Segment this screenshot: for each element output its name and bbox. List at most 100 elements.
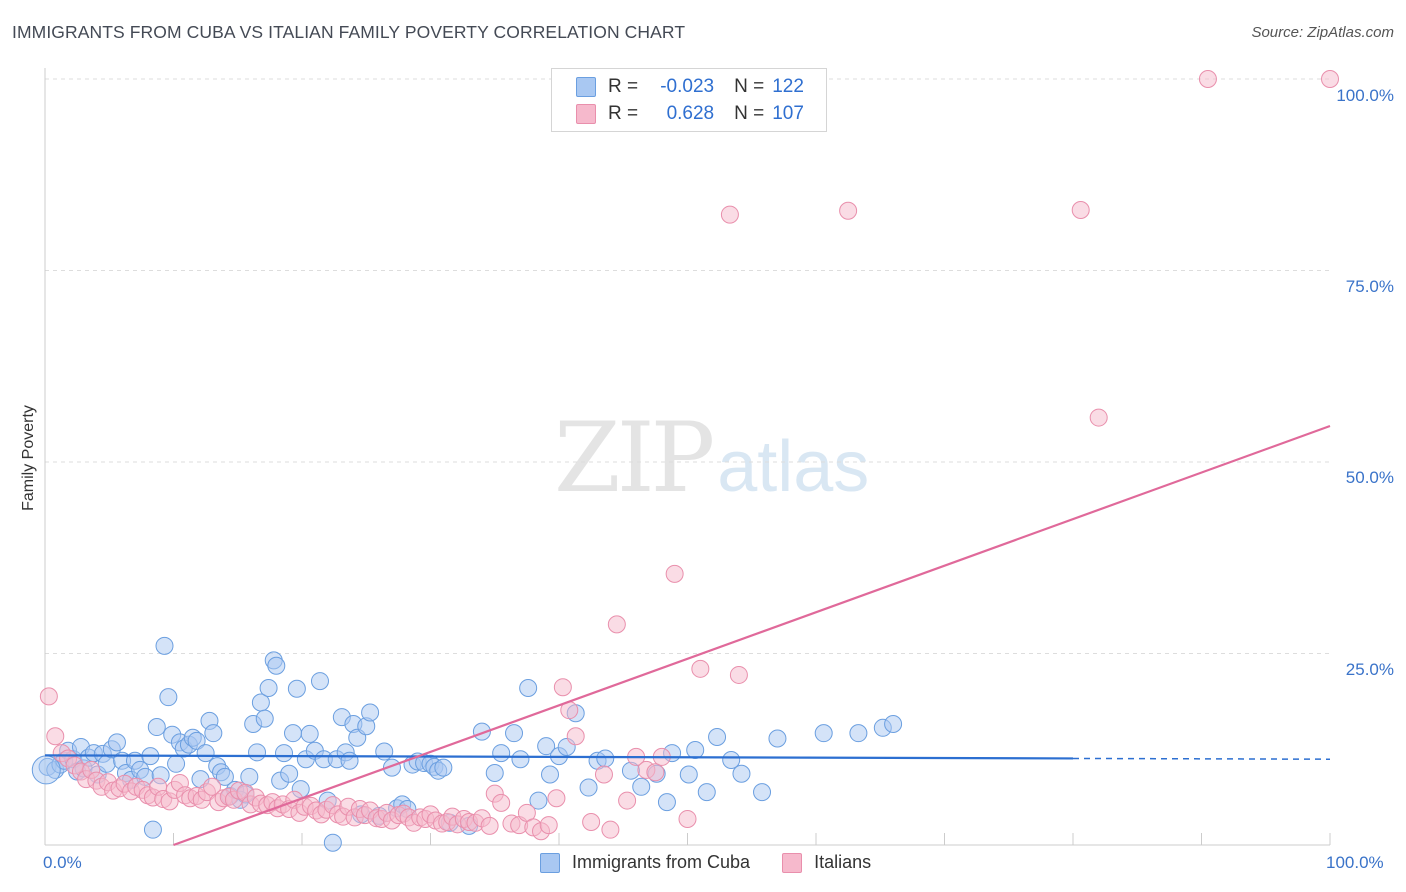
cuba-point [196,744,215,763]
legend-swatch-italians [782,852,803,873]
legend-r-value-italians: 0.628 [666,103,715,124]
cuba-point [529,791,548,810]
trend-line-cuba-extension [1072,757,1331,760]
y-tick-label-50: 50.0% [1345,468,1394,487]
italians-point [665,564,684,583]
cuba-point [485,763,504,782]
gridlines [45,78,1330,654]
watermark: ZIPatlas [554,402,869,514]
legend-item-italians: Italians [782,852,871,873]
y-tick-label-25: 25.0% [1345,660,1394,679]
italians-point [203,777,222,796]
cuba-point [579,778,598,797]
cuba-point [505,724,524,743]
legend-swatch-cuba [576,77,596,97]
cuba-point [814,724,833,743]
legend-n-value-cuba: 122 [772,76,804,97]
series-legend: Immigrants from Cuba Italians [540,852,903,873]
cuba-point [323,833,342,852]
italians-point [1089,408,1108,427]
cuba-point [248,743,267,762]
italians-point [1071,200,1090,219]
legend-n-value-italians: 107 [772,103,804,124]
cuba-point [255,709,274,728]
cuba-point [434,758,453,777]
cuba-point [31,755,61,785]
cuba-point [340,751,359,770]
italians-point [539,816,558,835]
legend-r-value-cuba: -0.023 [660,76,715,97]
cuba-point [215,767,234,786]
cuba-point [259,678,278,697]
cuba-point [167,754,186,773]
italians-point [678,809,697,828]
italians-point [566,727,585,746]
cuba-point [541,765,560,784]
cuba-point [537,737,556,756]
cuba-point [697,783,716,802]
cuba-point [159,688,178,707]
watermark-zip: ZIP [554,402,715,514]
cuba-point [632,777,651,796]
watermark-atlas: atlas [717,427,870,507]
italians-point [618,791,637,810]
cuba-point [657,793,676,812]
chart-title: IMMIGRANTS FROM CUBA VS ITALIAN FAMILY P… [12,22,686,42]
legend-label-cuba: Immigrants from Cuba [572,852,751,872]
cuba-point [300,724,319,743]
trend-lines [44,424,1331,847]
x-tick-label-100: 100.0% [1326,853,1384,872]
italians-point [1198,70,1217,88]
italians-point [839,201,858,220]
italians-point [46,727,65,746]
italians-point [601,820,620,839]
cuba-point [492,744,511,763]
cuba-point [884,714,903,733]
cuba-point [155,636,174,655]
trend-line-italians [173,424,1331,847]
cuba-point [753,783,772,802]
italians-point [39,687,58,706]
cuba-point [143,820,162,839]
italians-point [553,678,572,697]
cuba-point [310,672,329,691]
legend-r-label: R = [608,76,639,97]
italians-point [607,615,626,634]
cuba-point [107,733,126,752]
legend-n-label: N = [734,76,765,97]
italians-point [492,793,511,812]
correlation-legend: R = -0.023 N = 122 R = 0.628 N = 107 [551,68,827,132]
cuba-point [679,765,698,784]
cuba-point [287,679,306,698]
cuba-point [511,750,530,769]
legend-label-italians: Italians [814,852,872,872]
legend-swatch-italians [576,104,596,124]
y-tick-label-75: 75.0% [1345,277,1394,296]
italians-point [720,205,739,224]
cuba-point [284,724,303,743]
cuba-point [519,678,538,697]
italians-point [646,763,665,782]
cuba-point [686,741,705,760]
cuba-point [204,724,223,743]
legend-item-cuba: Immigrants from Cuba [540,852,750,873]
legend-r-label: R = [608,103,639,124]
trend-line-cuba [44,754,1074,760]
italians-point [691,659,710,678]
cuba-point [280,764,299,783]
legend-swatch-cuba [540,852,560,873]
series-italians-points [39,70,1339,841]
cuba-point [849,724,868,743]
cuba-point [722,750,741,769]
cuba-point [275,744,294,763]
cuba-point [732,764,751,783]
cuba-point [361,703,380,722]
cuba-point [267,656,286,675]
chart-source: Source: ZipAtlas.com [1251,24,1394,41]
italians-point [594,765,613,784]
x-tick-label-0: 0.0% [43,853,82,872]
cuba-point [147,718,166,737]
legend-row-cuba: R = -0.023 N = 122 [576,76,804,98]
italians-point [1321,70,1339,88]
